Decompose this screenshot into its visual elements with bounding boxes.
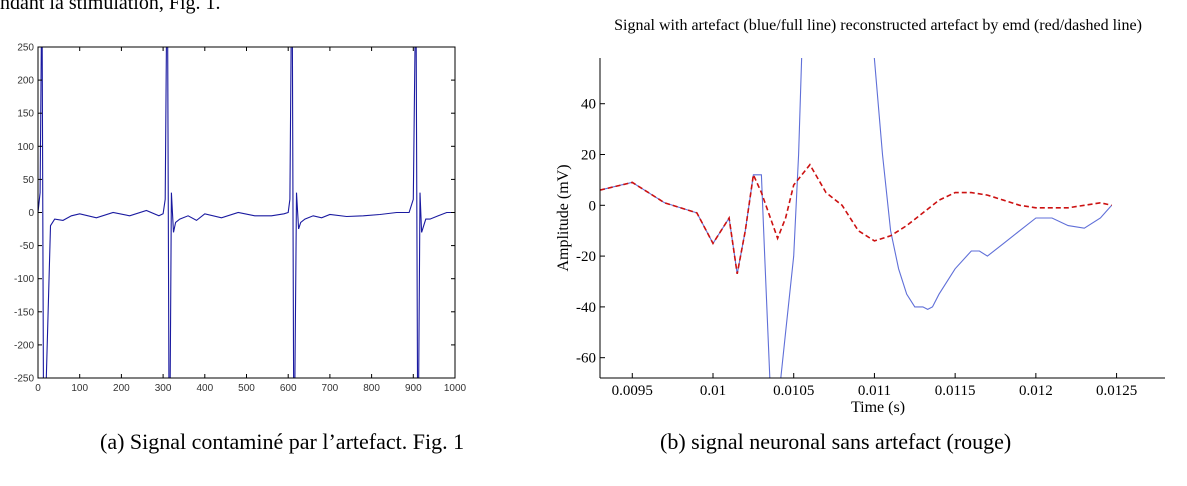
chart-a-ytick-label: -200 — [14, 340, 34, 351]
chart-b-ytick-label: -40 — [576, 300, 596, 316]
chart-b-series-dashed — [600, 163, 1112, 275]
chart-a-xtick-label: 900 — [405, 383, 422, 394]
caption-b: (b) signal neuronal sans artefact (rouge… — [660, 429, 1012, 454]
chart-a-xtick-label: 300 — [155, 383, 172, 394]
chart-b-ytick-label: 0 — [589, 198, 597, 214]
chart-b-xtick-label: 0.012 — [1019, 383, 1053, 399]
chart-b-xtick-label: 0.0115 — [935, 383, 976, 399]
chart-a-group: 0 100 200 300 400 500 600 700 800 900 100025020015… — [14, 43, 467, 395]
chart-b-ytick-label: -60 — [576, 351, 596, 367]
chart-a-ytick-label: -150 — [14, 307, 34, 318]
chart-a-ytick-label: 50 — [23, 175, 35, 186]
chart-a-xtick-label: 800 — [363, 383, 380, 394]
chart-b-xlabel: Time (s) — [851, 399, 905, 416]
chart-a-xtick-label: 0 — [35, 383, 41, 394]
chart-a-ytick-label: 150 — [17, 109, 34, 120]
chart-a-series-line — [38, 47, 455, 378]
chart-a-xtick-label: 200 — [113, 383, 130, 394]
chart-a-ytick-label: 200 — [17, 76, 34, 87]
chart-b-xtick-label: 0.011 — [858, 383, 891, 399]
chart-a-xtick-label: 600 — [280, 383, 297, 394]
chart-b-title: Signal with artefact (blue/full line) re… — [614, 17, 1142, 34]
chart-b-series-solid — [600, 58, 1113, 378]
chart-a-xtick-label: 1000 — [444, 383, 467, 394]
chart-b-xtick-label: 0.01 — [700, 383, 726, 399]
chart-a-xtick-label: 400 — [196, 383, 213, 394]
caption-a: (a) Signal contaminé par l’artefact. Fig… — [100, 429, 465, 454]
chart-a-xtick-label: 700 — [322, 383, 339, 394]
chart-b-xtick-label: 0.0105 — [773, 383, 814, 399]
chart-a-xtick-label: 100 — [71, 383, 88, 394]
chart-a-xtick-label: 500 — [238, 383, 255, 394]
chart-a-ytick-label: 100 — [17, 142, 34, 153]
chart-a-ytick-label: -50 — [20, 241, 35, 252]
chart-b-xtick-label: 0.0125 — [1096, 383, 1137, 399]
chart-a-ytick-label: -250 — [14, 374, 34, 385]
chart-b-xtick-label: 0.0095 — [612, 383, 653, 399]
chart-b-ylabel: Amplitude (mV) — [555, 164, 572, 271]
body-text-fragment: ndant la stimulation, Fig. 1. — [0, 0, 221, 14]
chart-b-ytick-label: -20 — [576, 249, 596, 265]
chart-b-group: Signal with artefact (blue/full line) re… — [555, 17, 1165, 416]
chart-b-ytick-label: 40 — [581, 97, 596, 113]
chart-a-ytick-label: 250 — [17, 43, 34, 54]
chart-a-ytick-label: 0 — [28, 208, 34, 219]
chart-a-ytick-label: -100 — [14, 274, 34, 285]
chart-b-ytick-label: 20 — [581, 148, 596, 164]
